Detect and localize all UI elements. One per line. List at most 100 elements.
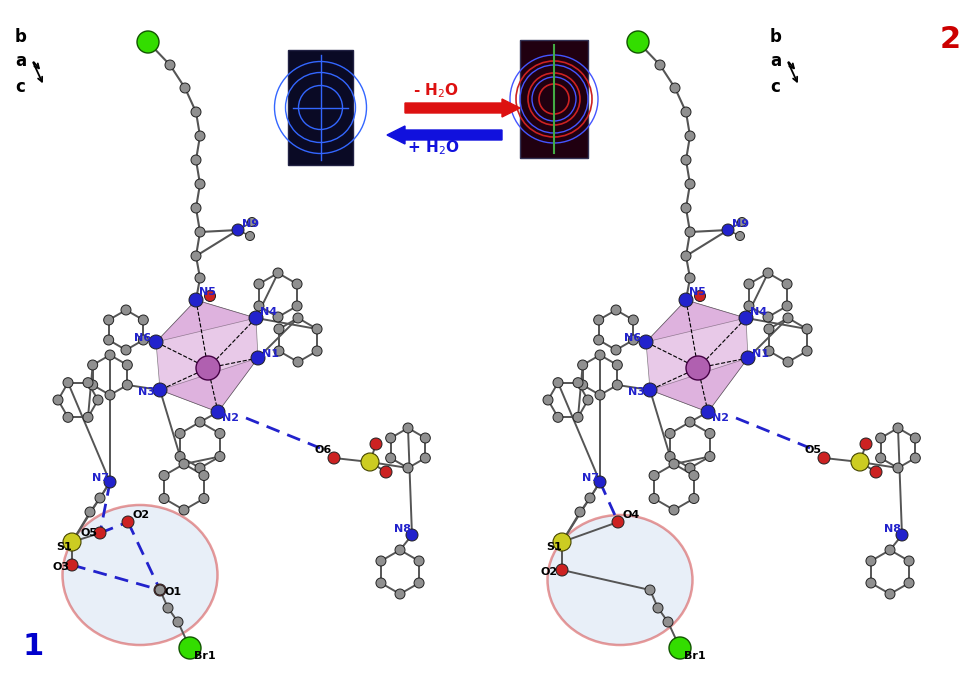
Circle shape (639, 335, 653, 349)
Circle shape (905, 556, 914, 566)
Circle shape (628, 335, 638, 345)
Circle shape (679, 293, 693, 307)
Circle shape (94, 527, 106, 539)
Circle shape (553, 412, 563, 423)
Circle shape (643, 383, 657, 397)
Circle shape (137, 31, 159, 53)
Circle shape (195, 463, 205, 473)
Text: N5: N5 (689, 287, 706, 297)
Circle shape (175, 451, 185, 462)
Circle shape (782, 301, 792, 311)
Circle shape (85, 507, 95, 517)
Circle shape (611, 345, 621, 355)
Circle shape (681, 251, 691, 261)
Circle shape (543, 395, 553, 405)
Circle shape (122, 360, 132, 370)
Circle shape (736, 232, 745, 240)
Circle shape (199, 471, 209, 480)
Circle shape (246, 232, 255, 240)
Circle shape (195, 417, 205, 427)
Text: N9: N9 (732, 219, 749, 229)
Circle shape (802, 346, 812, 356)
Circle shape (121, 305, 131, 315)
Text: + H$_2$O: + H$_2$O (407, 138, 460, 157)
Circle shape (612, 360, 622, 370)
Circle shape (611, 305, 621, 315)
Circle shape (763, 312, 773, 322)
Circle shape (205, 291, 216, 302)
Text: N1: N1 (752, 349, 769, 359)
Circle shape (215, 429, 225, 438)
Text: O6: O6 (314, 445, 331, 455)
Ellipse shape (548, 515, 693, 645)
Circle shape (376, 556, 386, 566)
Circle shape (893, 463, 903, 473)
Circle shape (575, 507, 585, 517)
Circle shape (87, 380, 98, 390)
Circle shape (665, 451, 675, 462)
Circle shape (173, 617, 183, 627)
Text: O2: O2 (132, 510, 149, 520)
Text: S1: S1 (56, 542, 72, 552)
Circle shape (273, 312, 283, 322)
Text: O2: O2 (540, 567, 557, 577)
Circle shape (744, 279, 754, 289)
Circle shape (689, 493, 699, 504)
Circle shape (254, 301, 264, 311)
Circle shape (876, 453, 886, 463)
Circle shape (705, 429, 715, 438)
Polygon shape (160, 358, 258, 412)
Circle shape (577, 380, 588, 390)
Circle shape (104, 315, 114, 325)
Circle shape (885, 545, 895, 555)
Circle shape (53, 395, 63, 405)
Circle shape (159, 493, 170, 504)
Text: a: a (15, 52, 26, 70)
Circle shape (595, 390, 605, 400)
Circle shape (251, 351, 265, 365)
Circle shape (744, 301, 754, 311)
Circle shape (655, 60, 665, 70)
Circle shape (627, 31, 649, 53)
Text: N7: N7 (582, 473, 599, 483)
Text: O3: O3 (52, 562, 69, 572)
Circle shape (215, 451, 225, 462)
Circle shape (764, 346, 774, 356)
Text: N2: N2 (712, 413, 729, 423)
Text: N8: N8 (394, 524, 411, 534)
Circle shape (689, 471, 699, 480)
Circle shape (122, 380, 132, 390)
Text: N4: N4 (260, 307, 277, 317)
Circle shape (179, 505, 189, 515)
Circle shape (802, 324, 812, 334)
Circle shape (594, 315, 604, 325)
Circle shape (179, 637, 201, 659)
Text: c: c (15, 78, 24, 96)
Circle shape (415, 556, 424, 566)
Text: - H$_2$O: - H$_2$O (413, 81, 459, 100)
Circle shape (155, 585, 165, 595)
Circle shape (406, 529, 418, 541)
Circle shape (577, 360, 588, 370)
Circle shape (121, 345, 131, 355)
Circle shape (292, 301, 302, 311)
Circle shape (386, 433, 396, 443)
Circle shape (104, 476, 116, 488)
Text: a: a (770, 52, 781, 70)
Text: 2: 2 (940, 25, 961, 54)
Circle shape (154, 584, 166, 596)
Circle shape (649, 471, 660, 480)
Circle shape (896, 529, 908, 541)
Circle shape (818, 452, 830, 464)
Circle shape (63, 412, 73, 423)
Circle shape (583, 395, 593, 405)
Circle shape (663, 617, 673, 627)
Circle shape (705, 451, 715, 462)
Circle shape (685, 131, 695, 141)
Circle shape (649, 493, 660, 504)
Text: c: c (770, 78, 780, 96)
Text: N6: N6 (624, 333, 641, 343)
Circle shape (866, 556, 876, 566)
Circle shape (870, 466, 882, 478)
Circle shape (370, 438, 382, 450)
